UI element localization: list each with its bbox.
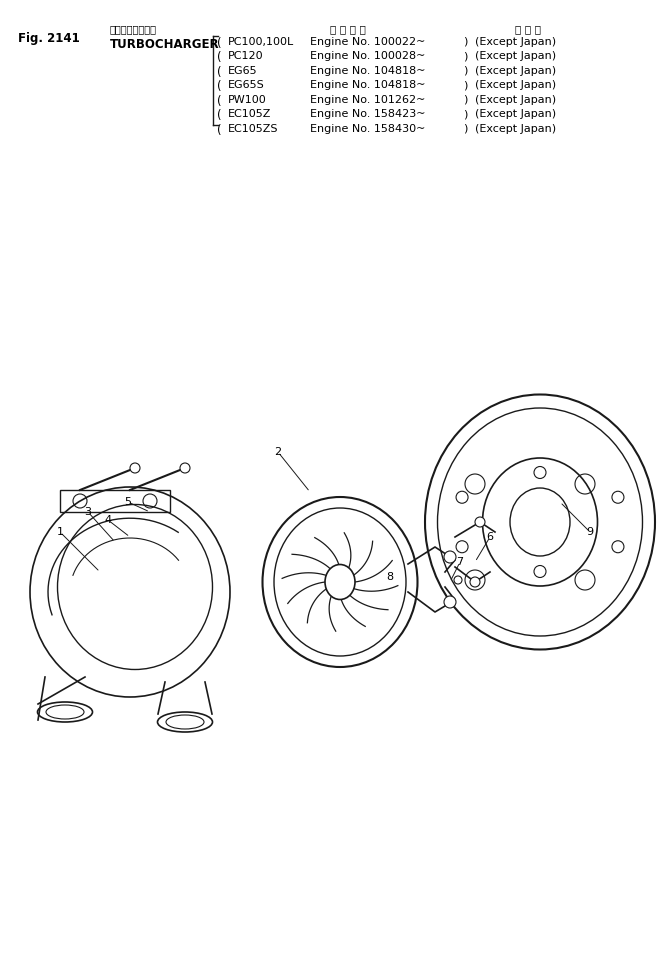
Text: (Except Japan): (Except Japan)	[475, 124, 556, 134]
Text: Engine No. 101262~: Engine No. 101262~	[310, 95, 426, 105]
Ellipse shape	[263, 497, 418, 667]
Text: ): )	[463, 66, 467, 76]
Text: 3: 3	[84, 507, 92, 517]
Text: (: (	[217, 52, 221, 64]
Text: 5: 5	[124, 497, 132, 507]
Text: PC120: PC120	[228, 52, 263, 61]
Text: (Except Japan): (Except Japan)	[475, 95, 556, 105]
Text: ): )	[463, 52, 467, 61]
Text: ): )	[463, 124, 467, 134]
Text: Engine No. 158423~: Engine No. 158423~	[310, 110, 426, 120]
Circle shape	[470, 577, 480, 587]
Ellipse shape	[57, 504, 213, 670]
Text: ): )	[463, 81, 467, 90]
Text: 6: 6	[487, 532, 493, 542]
Text: PC100,100L: PC100,100L	[228, 37, 294, 47]
Text: EG65: EG65	[228, 66, 257, 76]
Ellipse shape	[425, 395, 655, 649]
Text: 適 用 号 機: 適 用 号 機	[330, 24, 366, 34]
Ellipse shape	[325, 565, 355, 600]
Text: Fig. 2141: Fig. 2141	[18, 32, 80, 45]
Text: 1: 1	[57, 527, 63, 537]
Text: (: (	[217, 37, 221, 50]
Text: (: (	[217, 124, 221, 137]
Text: Engine No. 158430~: Engine No. 158430~	[310, 124, 426, 134]
Text: EC105ZS: EC105ZS	[228, 124, 279, 134]
Text: ターボチャージャ: ターボチャージャ	[110, 24, 157, 34]
Circle shape	[444, 551, 456, 563]
Text: PW100: PW100	[228, 95, 267, 105]
Text: 2: 2	[275, 447, 281, 457]
Text: (: (	[217, 66, 221, 79]
Text: 海 外 向: 海 外 向	[515, 24, 541, 34]
Text: (: (	[217, 95, 221, 108]
Text: 8: 8	[386, 572, 394, 582]
Text: 9: 9	[587, 527, 594, 537]
Circle shape	[454, 576, 462, 584]
Text: ): )	[463, 110, 467, 120]
Text: (Except Japan): (Except Japan)	[475, 37, 556, 47]
Circle shape	[180, 463, 190, 473]
Text: ): )	[463, 37, 467, 47]
Text: EC105Z: EC105Z	[228, 110, 271, 120]
Text: (Except Japan): (Except Japan)	[475, 66, 556, 76]
Text: (Except Japan): (Except Japan)	[475, 52, 556, 61]
Circle shape	[444, 596, 456, 608]
Text: 4: 4	[104, 515, 112, 525]
Circle shape	[475, 517, 485, 527]
Text: TURBOCHARGER: TURBOCHARGER	[110, 38, 219, 51]
Text: (Except Japan): (Except Japan)	[475, 81, 556, 90]
Bar	[60, 490, 170, 512]
Text: 7: 7	[456, 557, 464, 567]
Text: (: (	[217, 81, 221, 93]
Text: ): )	[463, 95, 467, 105]
Text: (Except Japan): (Except Japan)	[475, 110, 556, 120]
Text: Engine No. 100022~: Engine No. 100022~	[310, 37, 426, 47]
Circle shape	[130, 463, 140, 473]
Text: Engine No. 100028~: Engine No. 100028~	[310, 52, 426, 61]
Text: Engine No. 104818~: Engine No. 104818~	[310, 66, 426, 76]
Text: Engine No. 104818~: Engine No. 104818~	[310, 81, 426, 90]
Bar	[453, 467, 608, 597]
Text: EG65S: EG65S	[228, 81, 265, 90]
Text: (: (	[217, 110, 221, 122]
